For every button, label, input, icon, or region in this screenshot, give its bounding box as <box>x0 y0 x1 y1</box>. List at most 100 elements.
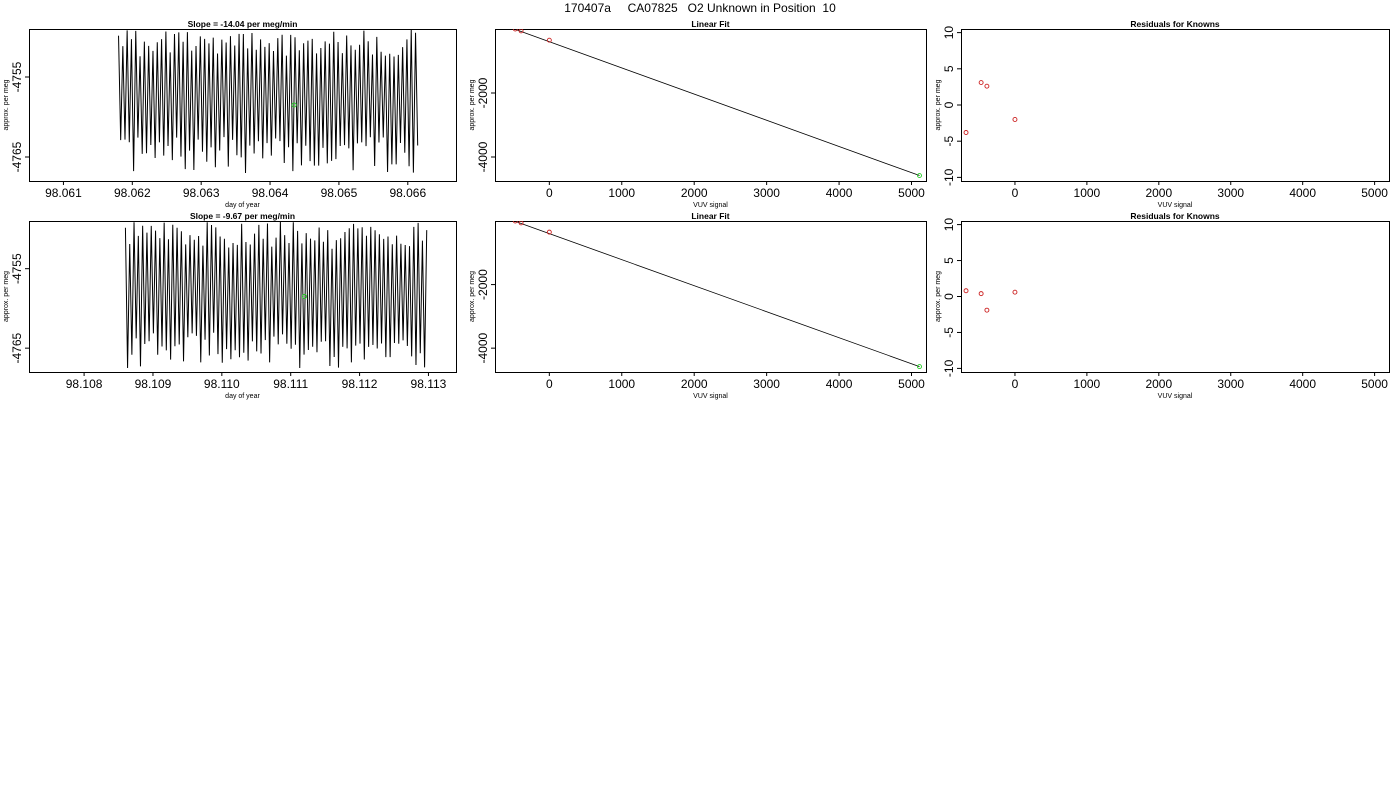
unknown-point <box>917 364 922 370</box>
y-axis-label: approx. per meg <box>935 271 942 322</box>
x-axis-label: VUV signal <box>1158 202 1193 209</box>
unknown-point <box>917 173 922 179</box>
plot-area <box>124 221 428 369</box>
unknown-point <box>291 102 297 108</box>
y-tick-label: -2000 <box>476 77 490 108</box>
page-title: 170407a CA07825 O2 Unknown in Position 1… <box>564 1 836 15</box>
fit-line <box>513 29 920 176</box>
x-tick-label: 1000 <box>1074 186 1101 200</box>
x-tick-label: 4000 <box>1289 186 1316 200</box>
x-tick-label: 98.110 <box>204 377 240 391</box>
y-axis-label: approx. per meg <box>3 79 10 130</box>
x-axis-label: VUV signal <box>1158 393 1193 400</box>
x-tick-label: 3000 <box>1217 377 1244 391</box>
y-tick-label: -4755 <box>10 61 24 92</box>
y-tick-label: -10 <box>942 168 956 186</box>
x-tick-label: 5000 <box>1361 186 1388 200</box>
plot-area <box>498 214 922 370</box>
known-point <box>546 37 552 43</box>
chart-title: Linear Fit <box>691 19 729 29</box>
y-tick-label: -4000 <box>476 141 490 172</box>
x-tick-label: 98.062 <box>114 186 151 200</box>
chart-title: Linear Fit <box>691 211 729 221</box>
chart-panel-1: Slope = -14.04 per meg/min 98.061 98.062 98… <box>3 19 457 209</box>
y-tick-label: 10 <box>942 218 956 232</box>
x-tick-label: 3000 <box>753 186 780 200</box>
known-point <box>1012 117 1018 122</box>
x-tick-label: 98.063 <box>183 186 220 200</box>
x-tick-label: 5000 <box>1361 377 1388 391</box>
plot-frame <box>961 29 1390 182</box>
known-point <box>518 221 524 226</box>
x-tick-label: 0 <box>1012 377 1019 391</box>
x-tick-label: 0 <box>1012 186 1019 200</box>
known-point <box>546 229 552 235</box>
x-tick-label: 98.065 <box>321 186 358 200</box>
y-tick-label: 10 <box>942 26 956 40</box>
y-tick-label: -4755 <box>10 253 24 284</box>
known-point <box>512 221 518 224</box>
known-point <box>498 214 502 218</box>
y-tick-label: 5 <box>942 257 956 264</box>
known-point <box>963 288 969 294</box>
known-point <box>1012 289 1018 295</box>
y-axis-label: approx. per meg <box>469 271 476 322</box>
x-axis-label: VUV signal <box>693 202 728 209</box>
x-tick-label: 1000 <box>608 186 635 200</box>
x-tick-label: 5000 <box>898 377 925 391</box>
known-point <box>978 291 984 297</box>
plot-area <box>963 288 1018 313</box>
x-tick-label: 98.064 <box>252 186 289 200</box>
known-point <box>512 29 518 32</box>
y-tick-label: -4765 <box>10 332 24 363</box>
x-tick-label: 2000 <box>681 186 708 200</box>
x-tick-label: 3000 <box>1217 186 1244 200</box>
y-tick-label: -5 <box>942 136 956 147</box>
plot-frame <box>29 221 457 373</box>
y-tick-label: -4000 <box>476 332 490 363</box>
x-tick-label: 1000 <box>1074 377 1101 391</box>
plot-area <box>963 80 1018 135</box>
unknown-point <box>302 294 307 299</box>
x-axis-label: VUV signal <box>693 393 728 400</box>
x-tick-label: 0 <box>546 186 553 200</box>
plot-frame <box>495 221 927 373</box>
x-tick-label: 98.111 <box>273 377 308 391</box>
x-tick-label: 1000 <box>608 377 635 391</box>
known-point <box>984 83 990 89</box>
x-tick-label: 98.066 <box>389 186 426 200</box>
y-tick-label: -5 <box>942 327 956 338</box>
chart-panel-2: Linear Fit 0 1000 2000 3000 4000 5000 -2000 -400… <box>469 19 927 209</box>
chart-title: Residuals for Knowns <box>1130 211 1220 221</box>
y-tick-label: 5 <box>942 65 956 72</box>
plot-frame <box>961 221 1390 373</box>
chart-panel-6: Residuals for Knowns 0 1000 2000 3000 4000 500… <box>935 211 1390 400</box>
x-tick-label: 3000 <box>753 377 780 391</box>
plot-area <box>118 29 419 173</box>
y-axis-label: approx. per meg <box>3 271 10 322</box>
known-point <box>518 29 524 34</box>
chart-panel-3: Residuals for Knowns 0 1000 2000 3000 4000 500… <box>935 19 1390 209</box>
x-tick-label: 4000 <box>826 377 853 391</box>
x-tick-label: 0 <box>546 377 553 391</box>
x-axis-label: day of year <box>225 202 260 209</box>
x-tick-label: 98.109 <box>135 377 172 391</box>
x-tick-label: 98.108 <box>66 377 103 391</box>
x-tick-label: 4000 <box>1289 377 1316 391</box>
y-tick-label: -2000 <box>476 269 490 300</box>
y-tick-label: -10 <box>942 359 956 377</box>
chart-title: Residuals for Knowns <box>1130 19 1220 29</box>
y-tick-label: -4765 <box>10 141 24 172</box>
known-point <box>984 307 990 313</box>
x-axis-label: day of year <box>225 393 260 400</box>
chart-panel-4: Slope = -9.67 per meg/min 98.108 98.109 98.… <box>3 211 457 400</box>
x-tick-label: 98.112 <box>342 377 378 391</box>
x-tick-label: 98.113 <box>411 377 447 391</box>
x-tick-label: 2000 <box>1145 377 1172 391</box>
chart-title: Slope = -9.67 per meg/min <box>190 211 295 221</box>
x-tick-label: 2000 <box>1145 186 1172 200</box>
y-tick-label: 0 <box>942 293 956 300</box>
plot-area <box>512 29 922 179</box>
x-tick-label: 2000 <box>681 377 708 391</box>
known-point <box>978 80 984 86</box>
